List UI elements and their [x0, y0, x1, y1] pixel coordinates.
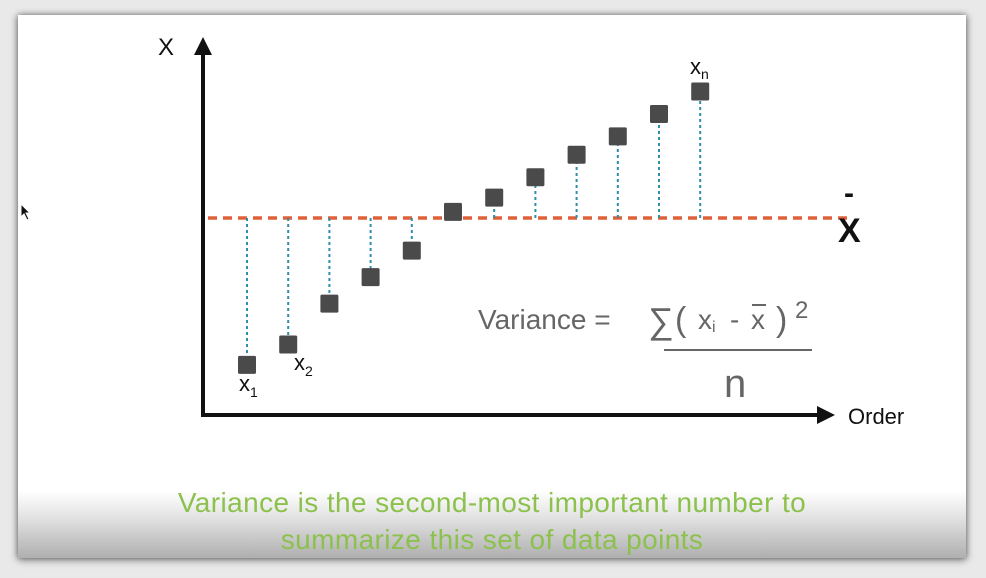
drop-lines: [246, 91, 702, 365]
formula-sum-symbol: ∑: [648, 300, 674, 341]
data-point-7: [485, 188, 504, 207]
formula-xi-sub: i: [712, 319, 716, 336]
formula-close-paren: ): [776, 301, 787, 339]
point-label-x1: x1: [239, 371, 258, 400]
data-point-5: [402, 241, 421, 260]
point-label-x2-sub: 2: [305, 363, 313, 379]
caption: Variance is the second-most important nu…: [18, 484, 966, 558]
formula-xi-base: x: [698, 304, 712, 335]
formula-exponent: 2: [795, 297, 808, 324]
x-axis-label: Order: [848, 404, 904, 429]
slide-frame: X Order - X x1 x2 xn Variance = ∑ ( xi -: [18, 15, 966, 558]
data-point-11: [650, 104, 668, 123]
data-point-10: [608, 127, 627, 146]
point-label-x2: x2: [294, 350, 313, 379]
mean-bar: -: [844, 177, 854, 210]
point-label-x1-base: x: [239, 371, 250, 396]
point-label-x2-base: x: [294, 350, 305, 375]
data-point-8: [526, 168, 545, 187]
caption-line-2: summarize this set of data points: [280, 524, 704, 555]
formula-denominator: n: [724, 362, 746, 406]
x-axis-arrowhead: [817, 406, 835, 424]
formula-xi: xi: [698, 304, 716, 336]
caption-line-1: Variance is the second-most important nu…: [177, 487, 807, 518]
point-label-xn-base: x: [690, 54, 701, 79]
formula-lhs: Variance =: [478, 304, 611, 335]
data-point-9: [567, 145, 586, 164]
data-point-2: [279, 335, 298, 354]
y-axis-arrowhead: [194, 37, 212, 55]
formula-open-paren: (: [675, 301, 687, 339]
point-label-xn-sub: n: [701, 66, 709, 82]
data-point-4: [361, 268, 380, 287]
variance-diagram: X Order - X x1 x2 xn Variance = ∑ ( xi -: [158, 34, 904, 429]
variance-formula: Variance = ∑ ( xi - x ) 2 n: [478, 297, 812, 406]
caption-background: [18, 491, 966, 558]
data-point-6: [444, 202, 462, 221]
point-label-xn: xn: [690, 54, 709, 82]
data-point-12: [691, 82, 710, 101]
formula-minus: -: [730, 304, 739, 335]
data-point-1: [238, 355, 256, 374]
formula-xbar: x: [751, 304, 765, 335]
y-axis-label: X: [158, 34, 174, 61]
mouse-cursor-icon: [20, 203, 32, 221]
point-label-x1-sub: 1: [250, 384, 258, 400]
data-point-3: [320, 294, 339, 313]
data-points: [238, 82, 710, 374]
mean-symbol: X: [838, 212, 861, 250]
